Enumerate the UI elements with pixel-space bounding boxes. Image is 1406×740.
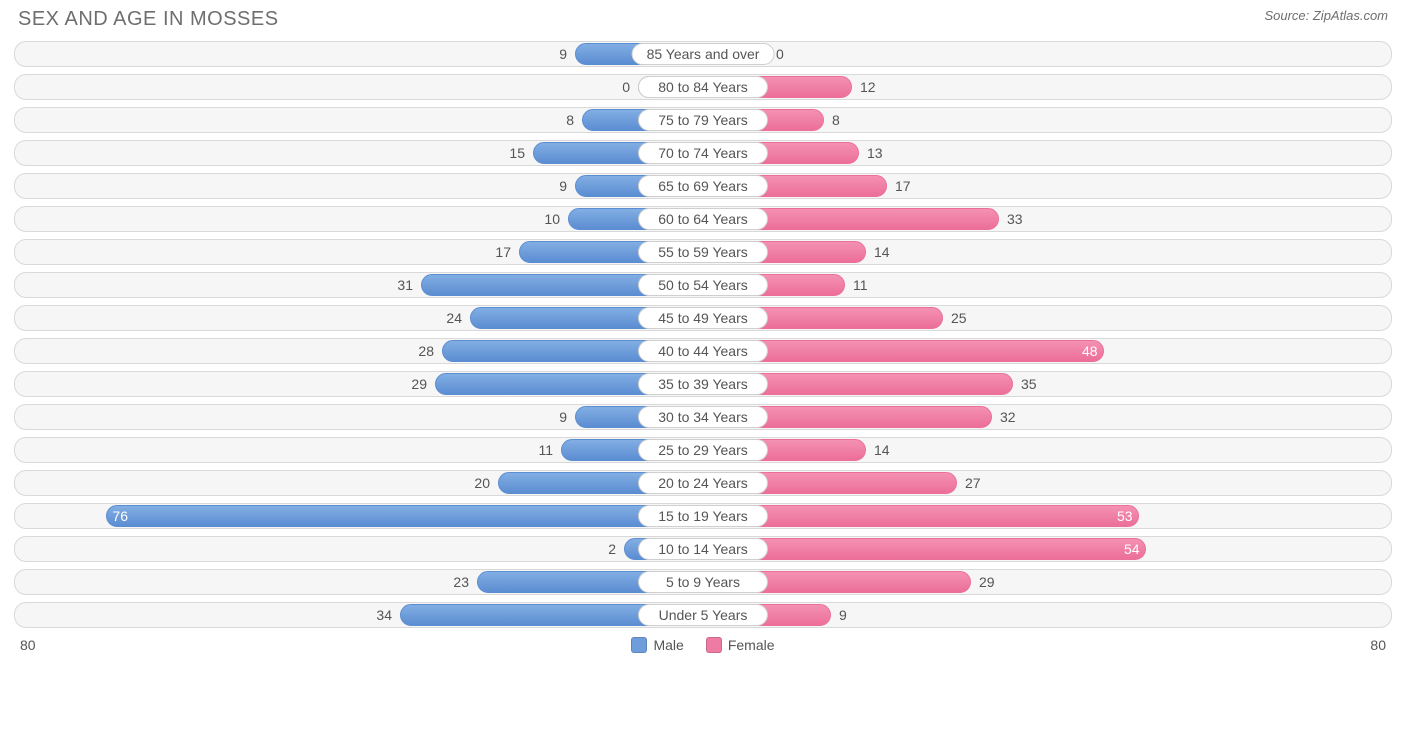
age-row: 70 to 74 Years 15 13 bbox=[14, 140, 1392, 166]
age-row: 75 to 79 Years 8 8 bbox=[14, 107, 1392, 133]
female-value: 0 bbox=[776, 46, 784, 62]
female-value: 17 bbox=[895, 178, 911, 194]
female-value: 14 bbox=[874, 244, 890, 260]
age-label: 5 to 9 Years bbox=[638, 571, 768, 593]
female-value: 25 bbox=[951, 310, 967, 326]
age-row: 80 to 84 Years 0 12 bbox=[14, 74, 1392, 100]
age-label: 70 to 74 Years bbox=[638, 142, 768, 164]
pyramid-chart: 85 Years and over 9 0 80 to 84 Years 0 12 75 t… bbox=[0, 35, 1406, 628]
age-label: 45 to 49 Years bbox=[638, 307, 768, 329]
age-row: 55 to 59 Years 17 14 bbox=[14, 239, 1392, 265]
legend: Male Female bbox=[631, 637, 774, 653]
age-label: 75 to 79 Years bbox=[638, 109, 768, 131]
chart-footer: 80 Male Female 80 bbox=[0, 635, 1406, 653]
female-value: 35 bbox=[1021, 376, 1037, 392]
male-value: 8 bbox=[566, 112, 574, 128]
chart-title: SEX AND AGE IN MOSSES bbox=[18, 8, 279, 31]
age-label: 30 to 34 Years bbox=[638, 406, 768, 428]
female-value: 33 bbox=[1007, 211, 1023, 227]
axis-right-max: 80 bbox=[1370, 637, 1386, 653]
legend-male-swatch bbox=[631, 637, 647, 653]
age-row: 50 to 54 Years 31 11 bbox=[14, 272, 1392, 298]
male-value: 29 bbox=[411, 376, 427, 392]
age-row: 10 to 14 Years 2 54 bbox=[14, 536, 1392, 562]
male-value: 0 bbox=[622, 79, 630, 95]
age-row: 45 to 49 Years 24 25 bbox=[14, 305, 1392, 331]
legend-female-swatch bbox=[706, 637, 722, 653]
legend-female-label: Female bbox=[728, 637, 775, 653]
age-row: 5 to 9 Years 23 29 bbox=[14, 569, 1392, 595]
legend-male-label: Male bbox=[653, 637, 683, 653]
female-value: 14 bbox=[874, 442, 890, 458]
female-value: 27 bbox=[965, 475, 981, 491]
male-value: 17 bbox=[495, 244, 511, 260]
age-row: 85 Years and over 9 0 bbox=[14, 41, 1392, 67]
age-label: 40 to 44 Years bbox=[638, 340, 768, 362]
age-label: 35 to 39 Years bbox=[638, 373, 768, 395]
axis-left-max: 80 bbox=[20, 637, 36, 653]
age-label: 60 to 64 Years bbox=[638, 208, 768, 230]
age-row: 35 to 39 Years 29 35 bbox=[14, 371, 1392, 397]
age-label: 55 to 59 Years bbox=[638, 241, 768, 263]
age-row: 15 to 19 Years 76 53 bbox=[14, 503, 1392, 529]
age-row: 60 to 64 Years 10 33 bbox=[14, 206, 1392, 232]
chart-header: SEX AND AGE IN MOSSES Source: ZipAtlas.c… bbox=[0, 0, 1406, 35]
male-value: 28 bbox=[418, 343, 434, 359]
legend-female: Female bbox=[706, 637, 775, 653]
female-value: 32 bbox=[1000, 409, 1016, 425]
male-value: 10 bbox=[544, 211, 560, 227]
male-bar bbox=[106, 505, 703, 527]
male-value: 31 bbox=[397, 277, 413, 293]
male-value: 34 bbox=[376, 607, 392, 623]
male-value: 9 bbox=[559, 178, 567, 194]
male-value: 9 bbox=[559, 46, 567, 62]
age-row: 65 to 69 Years 9 17 bbox=[14, 173, 1392, 199]
age-label: Under 5 Years bbox=[638, 604, 768, 626]
chart-source: Source: ZipAtlas.com bbox=[1264, 8, 1388, 23]
age-label: 25 to 29 Years bbox=[638, 439, 768, 461]
female-value: 13 bbox=[867, 145, 883, 161]
female-bar bbox=[703, 538, 1146, 560]
female-value: 53 bbox=[1117, 508, 1133, 524]
age-row: 30 to 34 Years 9 32 bbox=[14, 404, 1392, 430]
age-row: 20 to 24 Years 20 27 bbox=[14, 470, 1392, 496]
female-value: 11 bbox=[853, 277, 868, 293]
male-value: 9 bbox=[559, 409, 567, 425]
male-value: 2 bbox=[608, 541, 616, 557]
female-value: 9 bbox=[839, 607, 847, 623]
age-label: 10 to 14 Years bbox=[638, 538, 768, 560]
age-row: 40 to 44 Years 28 48 bbox=[14, 338, 1392, 364]
age-row: 25 to 29 Years 11 14 bbox=[14, 437, 1392, 463]
female-value: 48 bbox=[1082, 343, 1098, 359]
female-value: 12 bbox=[860, 79, 876, 95]
male-value: 20 bbox=[474, 475, 490, 491]
age-label: 80 to 84 Years bbox=[638, 76, 768, 98]
male-value: 24 bbox=[446, 310, 462, 326]
age-label: 20 to 24 Years bbox=[638, 472, 768, 494]
male-value: 11 bbox=[538, 442, 553, 458]
female-value: 8 bbox=[832, 112, 840, 128]
age-label: 65 to 69 Years bbox=[638, 175, 768, 197]
age-label: 85 Years and over bbox=[632, 43, 775, 65]
legend-male: Male bbox=[631, 637, 683, 653]
age-label: 50 to 54 Years bbox=[638, 274, 768, 296]
age-label: 15 to 19 Years bbox=[638, 505, 768, 527]
male-value: 76 bbox=[112, 508, 128, 524]
male-value: 15 bbox=[509, 145, 525, 161]
female-bar bbox=[703, 505, 1139, 527]
male-value: 23 bbox=[453, 574, 469, 590]
female-value: 29 bbox=[979, 574, 995, 590]
age-row: Under 5 Years 34 9 bbox=[14, 602, 1392, 628]
female-value: 54 bbox=[1124, 541, 1140, 557]
